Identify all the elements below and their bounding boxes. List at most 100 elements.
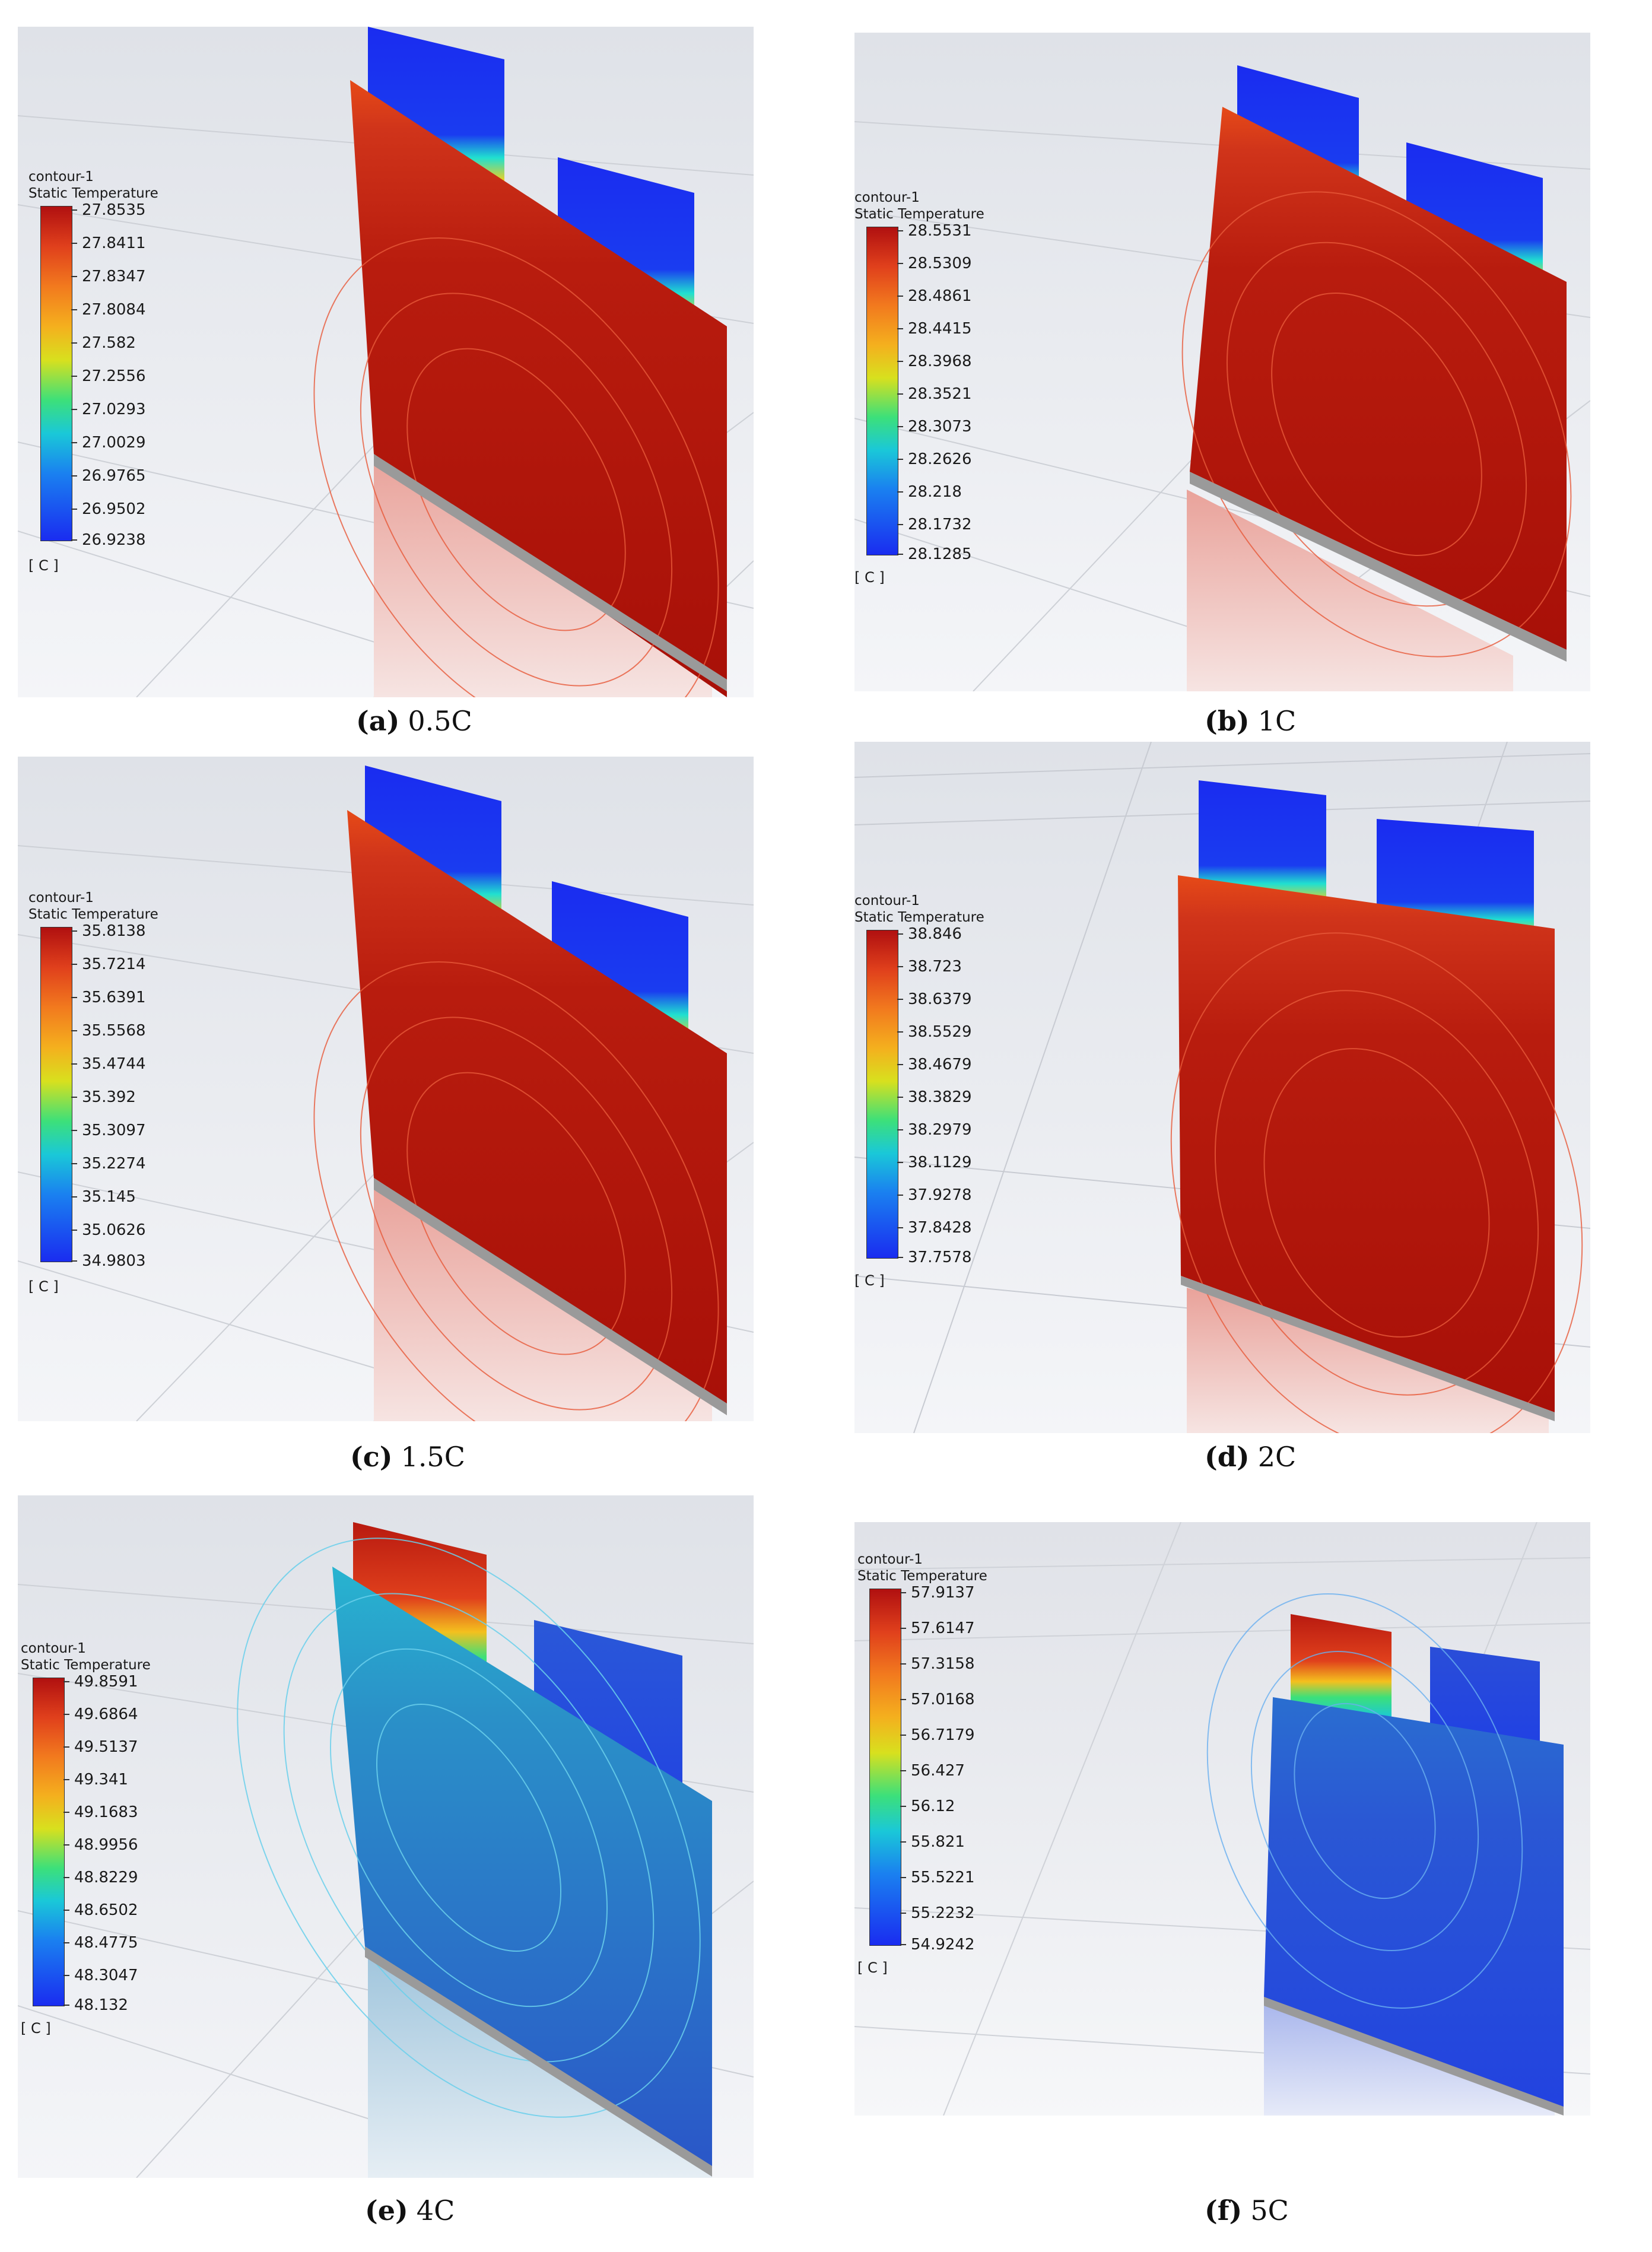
legend-value: 27.8535 [82,201,146,219]
legend-title: contour-1 [28,890,94,906]
legend-value: 35.4744 [82,1055,146,1073]
legend-title: contour-1 [28,169,94,185]
legend-value: 35.7214 [82,955,146,973]
legend-value: 37.8428 [908,1219,972,1237]
cell-body-b [1190,107,1567,650]
legend-a: contour-1 Static Temperature 27.8535 27.… [28,169,218,596]
legend-title: contour-1 [854,190,920,205]
panel-c: contour-1 Static Temperature 35.8138 35.… [18,757,754,1421]
legend-value: 28.3968 [908,352,972,370]
panel-d: contour-1 Static Temperature 38.846 38.7… [854,742,1590,1433]
cell-body-f [1264,1697,1564,2113]
cell-edge-e [365,1946,712,2177]
legend-value: 49.6864 [74,1705,138,1723]
legend-value: 27.8411 [82,234,146,252]
legend-variable: Static Temperature [854,207,984,222]
legend-value: 27.8347 [82,268,146,285]
caption-d: (d) 2C [1205,1441,1297,1473]
legend-b: contour-1 Static Temperature 28.5531 28.… [854,190,1044,617]
legend-d: contour-1 Static Temperature 38.846 38.7… [854,893,1044,1320]
legend-value: 56.7179 [911,1726,975,1744]
panel-b: contour-1 Static Temperature 28.5531 28.… [854,33,1590,691]
cell-body-c [347,810,727,1409]
legend-value: 38.723 [908,958,962,976]
legend-variable: Static Temperature [21,1657,151,1673]
legend-value: 38.4679 [908,1056,972,1073]
isotherms-c [313,961,719,1421]
legend-value: 48.132 [74,1996,128,2014]
panel-f: contour-1 Static Temperature 57.9137 57.… [854,1522,1590,2116]
legend-f: contour-1 Static Temperature 57.9137 57.… [857,1552,1059,1979]
legend-value: 35.3097 [82,1122,146,1139]
color-bar [40,927,72,1262]
legend-value: 27.582 [82,334,136,352]
scene-f [854,1522,1590,2116]
legend-value: 38.1129 [908,1154,972,1171]
legend-value: 27.2556 [82,367,146,385]
legend-value: 48.3047 [74,1967,138,1984]
legend-c: contour-1 Static Temperature 35.8138 35.… [28,890,218,1317]
legend-value: 27.0029 [82,434,146,452]
legend-value: 28.4861 [908,287,972,305]
legend-value: 57.6147 [911,1619,975,1637]
cell-edge-b [1190,472,1567,662]
scene-d [854,742,1590,1433]
legend-value: 38.6379 [908,990,972,1008]
legend-value: 35.0626 [82,1221,146,1239]
legend-variable: Static Temperature [28,186,158,201]
negative-tab-d [1199,780,1326,902]
legend-value: 27.8084 [82,301,146,319]
legend-value: 28.2626 [908,450,972,468]
legend-value: 28.5309 [908,255,972,272]
negative-tab-f [1430,1647,1540,1751]
color-bar [33,1678,65,2006]
legend-value: 57.3158 [911,1655,975,1673]
isotherms-a [313,237,719,697]
legend-value: 57.0168 [911,1691,975,1708]
legend-value: 48.6502 [74,1901,138,1919]
cell-edge-f [1264,1997,1564,2116]
legend-value: 55.821 [911,1833,965,1851]
legend-value: 38.2979 [908,1121,972,1139]
scene-c [18,757,754,1421]
reflection-d [1187,1288,1549,1433]
legend-value: 38.5529 [908,1023,972,1041]
legend-value: 35.392 [82,1088,136,1106]
legend-title: contour-1 [854,893,920,909]
legend-value: 38.3829 [908,1088,972,1106]
positive-tab-f [1291,1614,1392,1718]
legend-value: 48.9956 [74,1836,138,1854]
isotherms-f [1206,1593,1523,2009]
legend-variable: Static Temperature [857,1568,987,1584]
legend-value: 35.5568 [82,1022,146,1040]
legend-value: 28.1285 [908,545,972,563]
cell-body-e [332,1567,712,2172]
legend-title: contour-1 [857,1552,923,1567]
panel-e: contour-1 Static Temperature 49.8591 49.… [18,1495,754,2178]
legend-value: 56.12 [911,1797,955,1815]
color-bar [40,206,72,541]
legend-value: 26.9502 [82,500,146,518]
cell-body-d [1178,875,1555,1412]
color-bar [869,1589,901,1946]
positive-tab-d [1377,819,1534,938]
legend-value: 37.9278 [908,1186,972,1204]
legend-value: 56.427 [911,1762,965,1780]
legend-value: 28.3073 [908,418,972,436]
legend-unit: [ C ] [28,1278,59,1295]
legend-value: 28.218 [908,483,962,501]
legend-value: 49.341 [74,1771,128,1789]
legend-value: 54.9242 [911,1936,975,1954]
scene-a [18,27,754,697]
isotherms-e [237,1538,701,2118]
legend-value: 35.145 [82,1188,136,1206]
legend-value: 38.846 [908,925,962,943]
cell-body-a [350,80,727,697]
legend-value: 28.5531 [908,222,972,240]
isotherms-b [1181,191,1572,658]
legend-unit: [ C ] [857,1959,888,1976]
caption-e: (e) 4C [365,2194,455,2226]
legend-value: 55.2232 [911,1904,975,1922]
legend-value: 26.9765 [82,467,146,485]
legend-value: 48.4775 [74,1934,138,1952]
